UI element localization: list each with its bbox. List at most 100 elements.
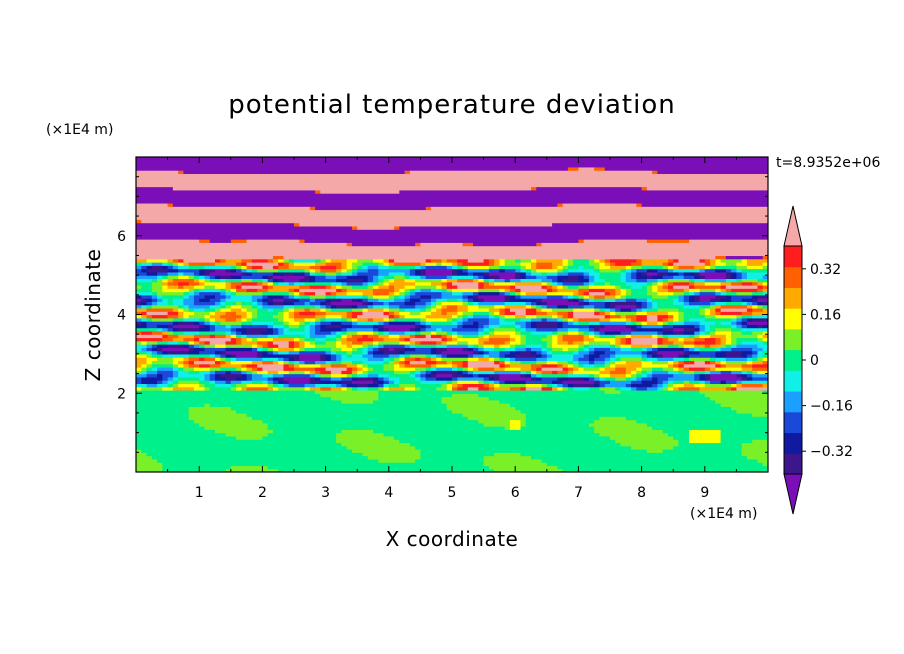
heatmap-cell [262,419,479,424]
heatmap-cell [241,317,248,322]
heatmap-cell [488,330,495,335]
heatmap-cell [294,298,300,302]
heatmap-cell [641,202,768,207]
heatmap-cell [541,458,759,463]
heatmap-cell [720,435,768,440]
heatmap-cell [567,258,574,263]
heatmap-cell [220,360,227,365]
heatmap-cell [146,344,153,348]
heatmap-cell [573,367,579,371]
heatmap-cell [136,183,768,188]
heatmap-cell [494,344,500,348]
heatmap-cell [315,376,321,381]
heatmap-cell [636,298,648,302]
heatmap-cell [504,426,511,430]
heatmap-cell [346,291,364,296]
heatmap-cell [151,284,163,289]
heatmap-cell [694,298,701,302]
heatmap-cell [473,242,537,247]
heatmap-cell [673,262,706,266]
heatmap-cell [136,465,163,470]
heatmap-cell [178,376,200,381]
heatmap-cell [188,294,195,299]
heatmap-cell [304,307,311,312]
heatmap-cell [162,380,169,385]
heatmap-cell [320,189,400,194]
heatmap-cell [483,281,490,286]
heatmap-cell [215,324,227,329]
heatmap-cell [520,370,527,375]
heatmap-cell [415,367,427,371]
heatmap-cell [283,258,290,263]
heatmap-cell [552,262,564,266]
heatmap-cell [351,314,358,319]
heatmap-cell [552,330,558,335]
heatmap-cell [520,294,548,299]
heatmap-cell [157,347,163,352]
heatmap-cell [415,291,443,296]
heatmap-cell [741,298,753,302]
heatmap-cell [388,386,406,391]
heatmap-cell [157,275,163,280]
heatmap-cell [541,298,569,302]
heatmap-cell [452,337,458,342]
heatmap-cell [388,301,406,306]
heatmap-cell [178,360,184,365]
heatmap-cell [562,278,579,283]
heatmap-cell [736,314,743,319]
heatmap-cell [157,327,163,332]
heatmap-cell [325,367,348,371]
heatmap-cell [167,271,179,276]
heatmap-cell [462,373,474,378]
heatmap-cell [394,294,400,299]
heatmap-cell [373,347,379,352]
heatmap-cell [225,370,232,375]
heatmap-cell [488,327,495,332]
heatmap-cell [573,298,579,302]
heatmap-cell [136,248,768,253]
heatmap-cell [188,304,211,309]
heatmap-cell [478,344,485,348]
heatmap-cell [762,347,768,352]
heatmap-cell [399,350,406,355]
heatmap-cell [531,321,537,325]
heatmap-cell [136,209,768,214]
heatmap-cell [536,242,543,247]
heatmap-cell [557,284,564,289]
heatmap-cell [309,301,321,306]
heatmap-cell [304,337,316,342]
heatmap-cell [420,268,427,273]
heatmap-cell [351,380,374,385]
heatmap-cell [241,363,248,368]
heatmap-cell [367,383,379,388]
heatmap-cell [720,429,768,434]
heatmap-cell [731,344,737,348]
heatmap-cell [309,334,327,339]
heatmap-cell [246,383,269,388]
heatmap-cell [262,275,269,280]
heatmap-cell [378,376,385,381]
heatmap-cell [236,330,242,335]
heatmap-cell [573,311,595,316]
heatmap-cell [462,360,469,365]
heatmap-cell [520,291,527,296]
heatmap-cell [309,265,321,270]
heatmap-cell [689,380,701,385]
heatmap-cell [710,360,716,365]
heatmap-cell [604,383,627,388]
heatmap-cell [504,347,516,352]
heatmap-cell [452,281,479,286]
heatmap-cell [204,383,216,388]
heatmap-cell [615,386,622,391]
heatmap-cell [136,193,768,197]
heatmap-cell [441,307,458,312]
heatmap-cell [436,376,453,381]
heatmap-cell [599,311,606,316]
heatmap-cell [136,449,142,453]
heatmap-cell [294,288,300,293]
heatmap-cell [262,284,269,289]
heatmap-cell [262,294,269,299]
heatmap-cell [141,219,768,224]
heatmap-cell [499,357,506,362]
heatmap-cell [336,340,342,345]
